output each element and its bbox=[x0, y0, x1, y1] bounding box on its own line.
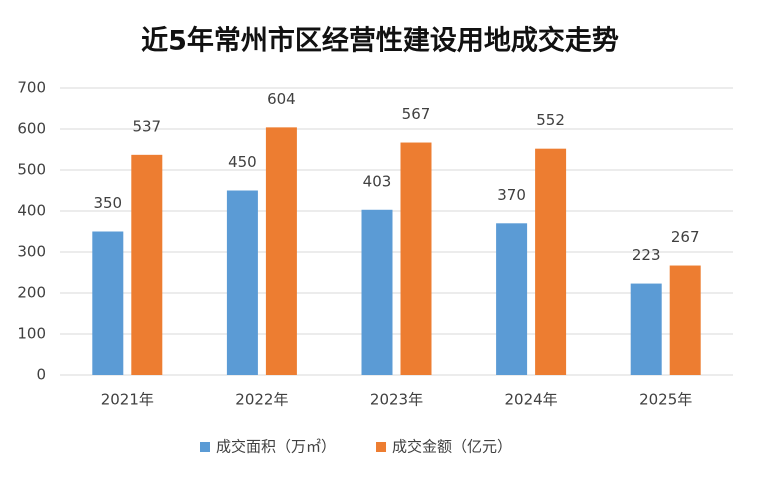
y-tick-label: 700 bbox=[17, 79, 46, 97]
data-label: 552 bbox=[536, 111, 565, 129]
bar bbox=[265, 127, 297, 375]
chart-title: 近5年常州市区经营性建设用地成交走势 bbox=[141, 25, 619, 57]
bar bbox=[226, 190, 258, 375]
bar bbox=[131, 154, 163, 375]
y-tick-label: 400 bbox=[17, 202, 46, 220]
legend-label: 成交金额（亿元） bbox=[392, 438, 512, 456]
x-tick-label: 2024年 bbox=[505, 391, 558, 409]
bar bbox=[535, 148, 567, 375]
bar bbox=[92, 231, 124, 375]
bar bbox=[496, 223, 528, 375]
data-label: 567 bbox=[402, 105, 431, 123]
y-tick-label: 500 bbox=[17, 161, 46, 179]
x-tick-label: 2021年 bbox=[101, 391, 154, 409]
bar bbox=[630, 283, 662, 375]
y-tick-label: 600 bbox=[17, 120, 46, 138]
data-label: 450 bbox=[228, 153, 257, 171]
legend-label: 成交面积（万㎡） bbox=[216, 438, 336, 456]
bar bbox=[361, 209, 393, 375]
data-label: 370 bbox=[497, 186, 526, 204]
data-label: 537 bbox=[132, 117, 161, 135]
data-label: 350 bbox=[93, 194, 122, 212]
y-tick-label: 200 bbox=[17, 284, 46, 302]
y-tick-label: 0 bbox=[36, 366, 46, 384]
bar bbox=[400, 142, 432, 375]
x-tick-label: 2025年 bbox=[639, 391, 692, 409]
data-label: 604 bbox=[267, 90, 296, 108]
x-tick-label: 2023年 bbox=[370, 391, 423, 409]
data-label: 403 bbox=[363, 172, 392, 190]
y-tick-label: 100 bbox=[17, 325, 46, 343]
y-tick-label: 300 bbox=[17, 243, 46, 261]
legend-swatch bbox=[200, 442, 210, 452]
data-label: 267 bbox=[671, 228, 700, 246]
data-label: 223 bbox=[632, 246, 661, 264]
bar bbox=[669, 265, 701, 375]
x-tick-label: 2022年 bbox=[235, 391, 288, 409]
legend-swatch bbox=[376, 442, 387, 452]
